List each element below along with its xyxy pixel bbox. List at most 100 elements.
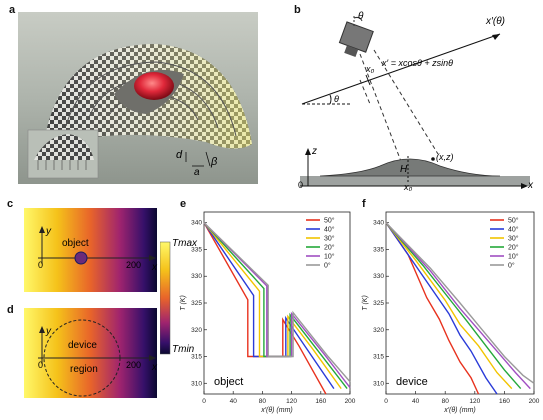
panel-letter-b: b (294, 4, 301, 16)
x-tick-label: 80 (442, 398, 450, 405)
x-tick-label: 0 (384, 398, 388, 405)
object-circle (74, 251, 88, 265)
origin-label: 0 (298, 180, 304, 190)
y-tick-label: 330 (191, 273, 202, 280)
theta-camera-label: θ (358, 11, 364, 22)
series-line-0° (203, 222, 351, 383)
legend-label: 20° (324, 244, 335, 252)
series-line-40° (385, 222, 498, 395)
device-label: device (68, 340, 97, 351)
d-tick-200: 200 (126, 360, 142, 370)
series-line-10° (385, 222, 531, 390)
y-axis-label: T (K) (362, 295, 369, 311)
y-tick-label: 310 (191, 380, 202, 387)
thermal-map-device (24, 308, 157, 398)
colorbar: Tmax Tmin (160, 230, 200, 360)
legend-label: 50° (324, 217, 335, 225)
thermal-map-object (24, 208, 157, 292)
legend-label: 0° (508, 262, 515, 270)
y-tick-label: 310 (373, 380, 384, 387)
panel-letter-f: f (362, 198, 366, 210)
object-label: object (62, 238, 89, 249)
panel-d: d y x 0 200 device region (4, 302, 204, 402)
legend-label: 50° (508, 217, 519, 225)
y-axis-label: T (K) (180, 295, 187, 311)
legend-label: 30° (508, 235, 519, 243)
e-inset-label: object (214, 376, 244, 388)
y-tick-label: 320 (191, 327, 202, 334)
theta-left-label: θ (334, 94, 339, 104)
y-tick-label: 340 (373, 220, 384, 227)
x-axis-label: x′(θ) (mm) (443, 407, 476, 414)
tmax-label: Tmax (172, 238, 197, 249)
y-tick-label: 320 (373, 327, 384, 334)
x-tick-label: 160 (499, 398, 510, 405)
y-tick-label: 335 (373, 246, 384, 253)
x0-prime-label: x₀ (366, 64, 375, 74)
x-tick-label: 160 (315, 398, 326, 405)
d-tick-0: 0 (38, 360, 44, 370)
legend-label: 10° (508, 253, 519, 261)
series-line-0° (385, 222, 535, 384)
x-tick-label: 40 (230, 398, 238, 405)
panel-f: f 0 40 80 120 160 200 310 315 320 325 330 335 340 x′(… (360, 198, 540, 416)
x0-bottom-label: x₀ (404, 182, 413, 192)
z-axis-label: z (312, 146, 317, 157)
projection-schematic (300, 16, 530, 189)
y-tick-label: 325 (191, 300, 202, 307)
x-axis-label: x (528, 180, 533, 191)
c-x-label: x (152, 262, 157, 273)
legend-label: 20° (508, 244, 519, 252)
legend-label: 0° (324, 262, 331, 270)
panel-b: b θ x′(θ) (290, 4, 540, 194)
legend-label: 40° (508, 226, 519, 234)
series-line-30° (203, 222, 342, 390)
y-tick-label: 315 (373, 354, 384, 361)
temperature-profile-chart-object: 0 40 80 120 160 200 310 315 320 325 330 335 340 x′(θ)… (180, 211, 356, 414)
x-tick-label: 200 (529, 398, 540, 405)
temperature-profile-chart-device: 0 40 80 120 160 200 310 315 320 325 330 335 340 x′(θ)… (362, 211, 540, 414)
y-tick-label: 315 (191, 354, 202, 361)
x-axis-label: x′(θ) (mm) (260, 407, 293, 414)
panel-letter-a: a (9, 4, 16, 16)
x-tick-label: 200 (345, 398, 356, 405)
point-xz-label: (x,z) (436, 152, 454, 162)
d-x-label: x (152, 362, 157, 373)
y-tick-label: 340 (191, 220, 202, 227)
region-label: region (70, 364, 98, 375)
series-line-30° (385, 222, 513, 390)
panel-c: c y x 0 200 object (4, 198, 204, 294)
legend-label: 40° (324, 226, 335, 234)
y-tick-label: 325 (373, 300, 384, 307)
x-tick-label: 40 (412, 398, 420, 405)
series-line-50° (385, 222, 480, 395)
c-y-label: y (46, 226, 51, 237)
cloak-render (18, 12, 258, 184)
x-tick-label: 0 (202, 398, 206, 405)
x-tick-label: 80 (259, 398, 267, 405)
dim-a-label: a (194, 167, 200, 178)
x-tick-label: 120 (469, 398, 480, 405)
panel-letter-e: e (180, 198, 187, 210)
hidden-object-sphere (134, 72, 174, 100)
panel-letter-c: c (7, 198, 14, 210)
xprime-axis-label: x′(θ) (486, 16, 505, 27)
f-inset-label: device (396, 376, 428, 388)
height-label: H (400, 164, 408, 175)
panel-a: a (6, 4, 258, 184)
panel-e: e 0 40 80 120 160 200 310 315 320 325 330 335 340 x′(… (178, 198, 356, 416)
x-tick-label: 120 (286, 398, 297, 405)
y-tick-label: 335 (191, 246, 202, 253)
c-tick-0: 0 (38, 260, 44, 270)
tmin-label: Tmin (172, 344, 195, 355)
dim-beta-label: β (211, 156, 218, 168)
legend-label: 30° (324, 235, 335, 243)
c-tick-200: 200 (126, 260, 142, 270)
dim-d-label: d (176, 149, 183, 161)
series-line-20° (385, 222, 522, 390)
d-y-label: y (46, 326, 51, 337)
legend-label: 10° (324, 253, 335, 261)
y-tick-label: 330 (373, 273, 384, 280)
projection-equation: x′ = xcosθ + zsinθ (382, 58, 453, 68)
panel-letter-d: d (7, 304, 14, 316)
